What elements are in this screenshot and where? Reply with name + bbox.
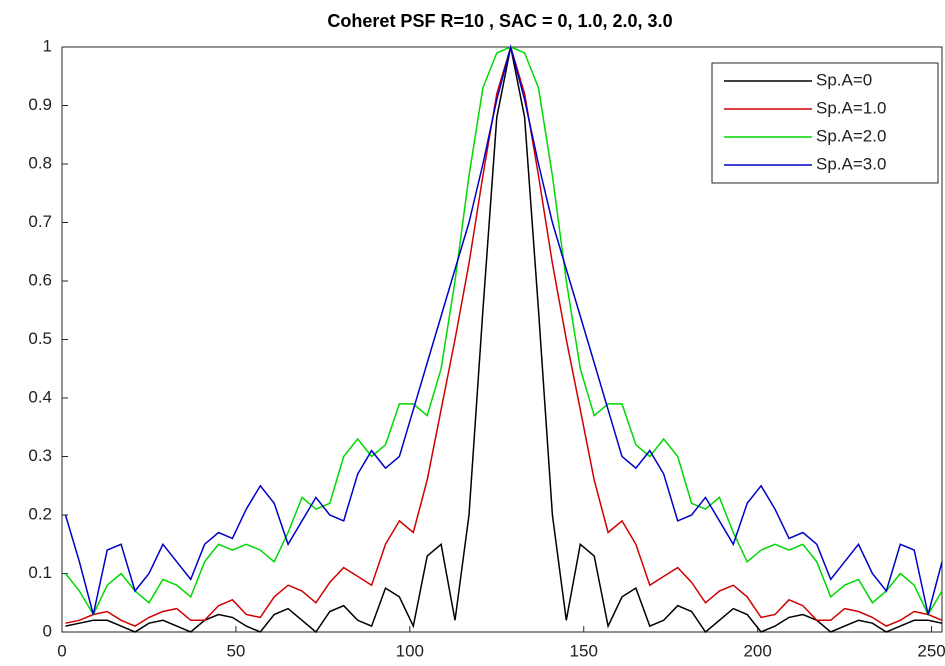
y-tick-label: 0.8 (28, 153, 52, 172)
chart-title: Coheret PSF R=10 , SAC = 0, 1.0, 2.0, 3.… (327, 11, 672, 31)
x-tick-label: 250 (917, 641, 945, 660)
series-line (64, 46, 943, 617)
y-tick-label: 0.3 (28, 446, 52, 465)
series-line (65, 46, 943, 634)
legend-label: Sp.A=1.0 (816, 98, 886, 117)
y-tick-label: 0.6 (28, 270, 52, 289)
series-line (64, 44, 943, 615)
y-tick-label: 1 (43, 36, 52, 55)
y-tick-label: 0.5 (28, 329, 52, 348)
x-tick-label: 200 (743, 641, 771, 660)
legend-label: Sp.A=2.0 (816, 126, 886, 145)
y-tick-label: 0.9 (28, 95, 52, 114)
x-tick-label: 100 (396, 641, 424, 660)
y-tick-label: 0.7 (28, 212, 52, 231)
y-tick-label: 0.2 (28, 504, 52, 523)
legend-label: Sp.A=3.0 (816, 154, 886, 173)
legend-label: Sp.A=0 (816, 70, 872, 89)
x-tick-label: 150 (570, 641, 598, 660)
y-tick-label: 0.1 (28, 563, 52, 582)
x-tick-label: 0 (57, 641, 66, 660)
y-tick-label: 0 (43, 621, 52, 640)
y-tick-label: 0.4 (28, 387, 52, 406)
legend-box (711, 62, 939, 184)
x-tick-label: 50 (226, 641, 245, 660)
